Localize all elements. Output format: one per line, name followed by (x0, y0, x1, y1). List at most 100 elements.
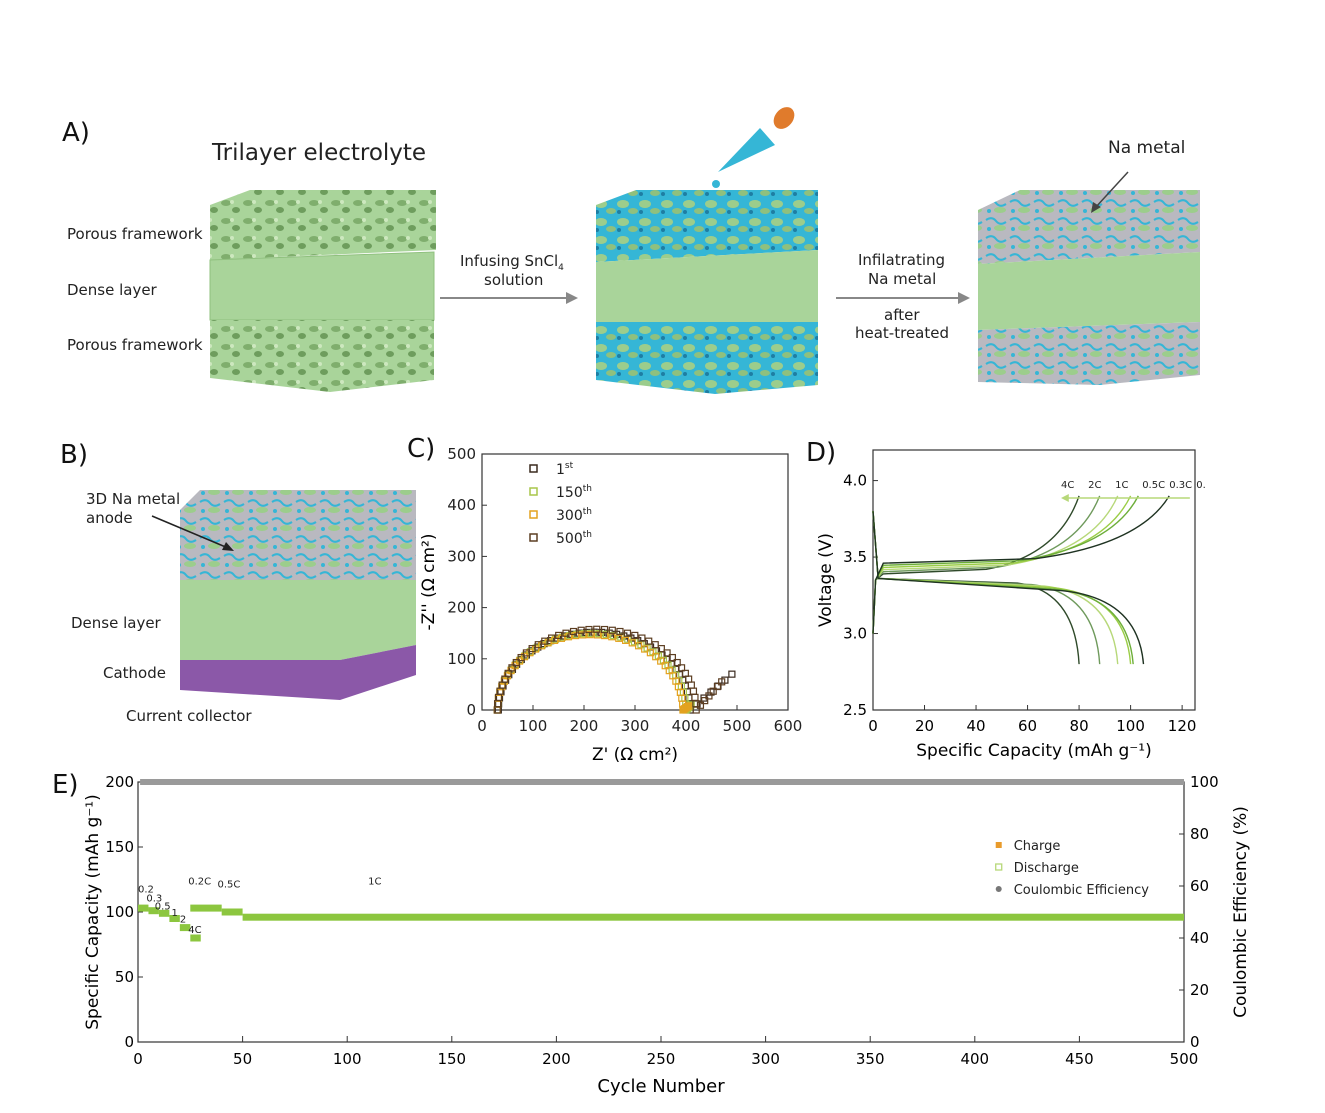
y-tick-label: 400 (447, 496, 476, 514)
discharge-curve (872, 511, 1119, 665)
step2-label-line3: after (884, 306, 920, 324)
data-point (718, 678, 726, 686)
data-point (569, 627, 578, 636)
data-point (713, 682, 722, 691)
voltage-profile-chart: 0 20 40 60 80 100 120 2.5 3.0 3.5 4.0 Specific Capa… (816, 449, 1205, 761)
plot-frame (872, 449, 1196, 711)
data-point (571, 631, 580, 640)
rate-label: 0.5C (1142, 480, 1165, 491)
x-tick-label: 50 (233, 1050, 252, 1068)
data-point (677, 664, 686, 672)
y-tick-label: 200 (105, 773, 134, 791)
y-tick-label: 500 (447, 445, 476, 463)
y-tick-label: 0 (466, 701, 476, 719)
data-point (562, 629, 570, 637)
panel-a-title: Trilayer electrolyte (212, 140, 427, 166)
data-point (631, 631, 639, 640)
y-axis-label: Specific Capacity (mAh g⁻¹) (83, 794, 103, 1029)
x-tick-label: 100 (1116, 717, 1145, 735)
data-point (555, 631, 563, 640)
x-tick-label: 0 (477, 717, 487, 735)
charge-curve (872, 495, 1119, 634)
panel-label-d: D) (806, 438, 837, 468)
discharge-curve (872, 511, 1134, 665)
data-point (593, 625, 601, 633)
rate-label: 2C (1088, 480, 1101, 491)
layer-bottom-label: Porous framework (67, 336, 203, 354)
rate-label: 0.2C (188, 877, 211, 888)
data-point (517, 653, 525, 662)
x-axis-label: Cycle Number (597, 1076, 725, 1097)
x-tick-label: 200 (542, 1050, 571, 1068)
data-point (651, 641, 659, 649)
rate-label: 4C (188, 925, 201, 936)
x-tick-label: 40 (966, 717, 985, 735)
data-point (577, 626, 585, 634)
layer-mid-label: Dense layer (67, 281, 157, 299)
discharge-curve (872, 511, 1080, 665)
data-point (646, 649, 655, 657)
y-tick-label: 3.5 (843, 548, 867, 566)
data-point (641, 645, 649, 653)
y2-axis-label: Coulombic Efficiency (%) (1231, 806, 1251, 1018)
legend-marker (995, 863, 1003, 871)
cube-infused (596, 190, 818, 394)
y-axis-label: -Z'' (Ω cm²) (419, 534, 439, 631)
rate-label: 0.5 (155, 901, 171, 912)
x-tick-label: 20 (915, 717, 934, 735)
legend-marker (995, 886, 1002, 892)
x-axis-label: Z' (Ω cm²) (592, 745, 678, 765)
data-point (586, 631, 594, 639)
data-point (673, 658, 681, 667)
x-tick-label: 80 (1070, 717, 1089, 735)
y2-tick-label: 40 (1190, 929, 1209, 947)
discharge-curve (872, 511, 1132, 665)
capacity-segment (169, 915, 180, 922)
x-tick-label: 150 (437, 1050, 466, 1068)
rate-label: 2 (180, 914, 186, 925)
data-point (683, 688, 692, 696)
rate-label: 1C (368, 877, 381, 888)
data-point (638, 634, 646, 642)
rate-label: 0.2C (1196, 480, 1205, 491)
legend-marker (529, 510, 538, 519)
rate-label: 0.3C (1169, 480, 1192, 491)
y2-tick-label: 100 (1190, 773, 1219, 791)
x-tick-label: 120 (1168, 717, 1197, 735)
data-point (623, 629, 632, 637)
y-tick-label: 4.0 (843, 472, 867, 490)
data-point (512, 658, 520, 667)
x-tick-label: 300 (751, 1050, 780, 1068)
data-point (709, 687, 717, 695)
rate-label: 4C (1061, 480, 1074, 491)
dense-layer-label: Dense layer (71, 614, 161, 632)
arrow-icon (1061, 494, 1069, 502)
data-point (522, 649, 531, 657)
data-point (692, 706, 700, 714)
capacity-segment (148, 907, 159, 915)
rate-label: 0.3 (146, 894, 162, 905)
legend-label: 300th (556, 507, 592, 524)
data-point (616, 627, 624, 636)
data-point (663, 649, 671, 657)
y-tick-label: 3.0 (843, 625, 867, 643)
panel-label-a: A) (62, 118, 90, 148)
charge-curve (872, 495, 1101, 634)
current-collector-label: Current collector (126, 707, 252, 725)
legend-label: 1st (556, 461, 574, 478)
x-tick-label: 0 (868, 717, 878, 735)
charge-curve (872, 495, 1080, 634)
x-tick-label: 500 (723, 717, 752, 735)
data-point (585, 625, 593, 634)
discharge-curve (872, 511, 1101, 665)
capacity-segment (190, 904, 222, 912)
data-point (622, 636, 630, 644)
data-point (684, 702, 693, 710)
y-tick-label: 100 (447, 650, 476, 668)
cathode-label: Cathode (103, 664, 166, 682)
data-point (684, 702, 692, 711)
data-point (687, 681, 695, 689)
y2-tick-label: 0 (1190, 1033, 1200, 1051)
y2-tick-label: 20 (1190, 981, 1209, 999)
data-point (661, 662, 669, 670)
